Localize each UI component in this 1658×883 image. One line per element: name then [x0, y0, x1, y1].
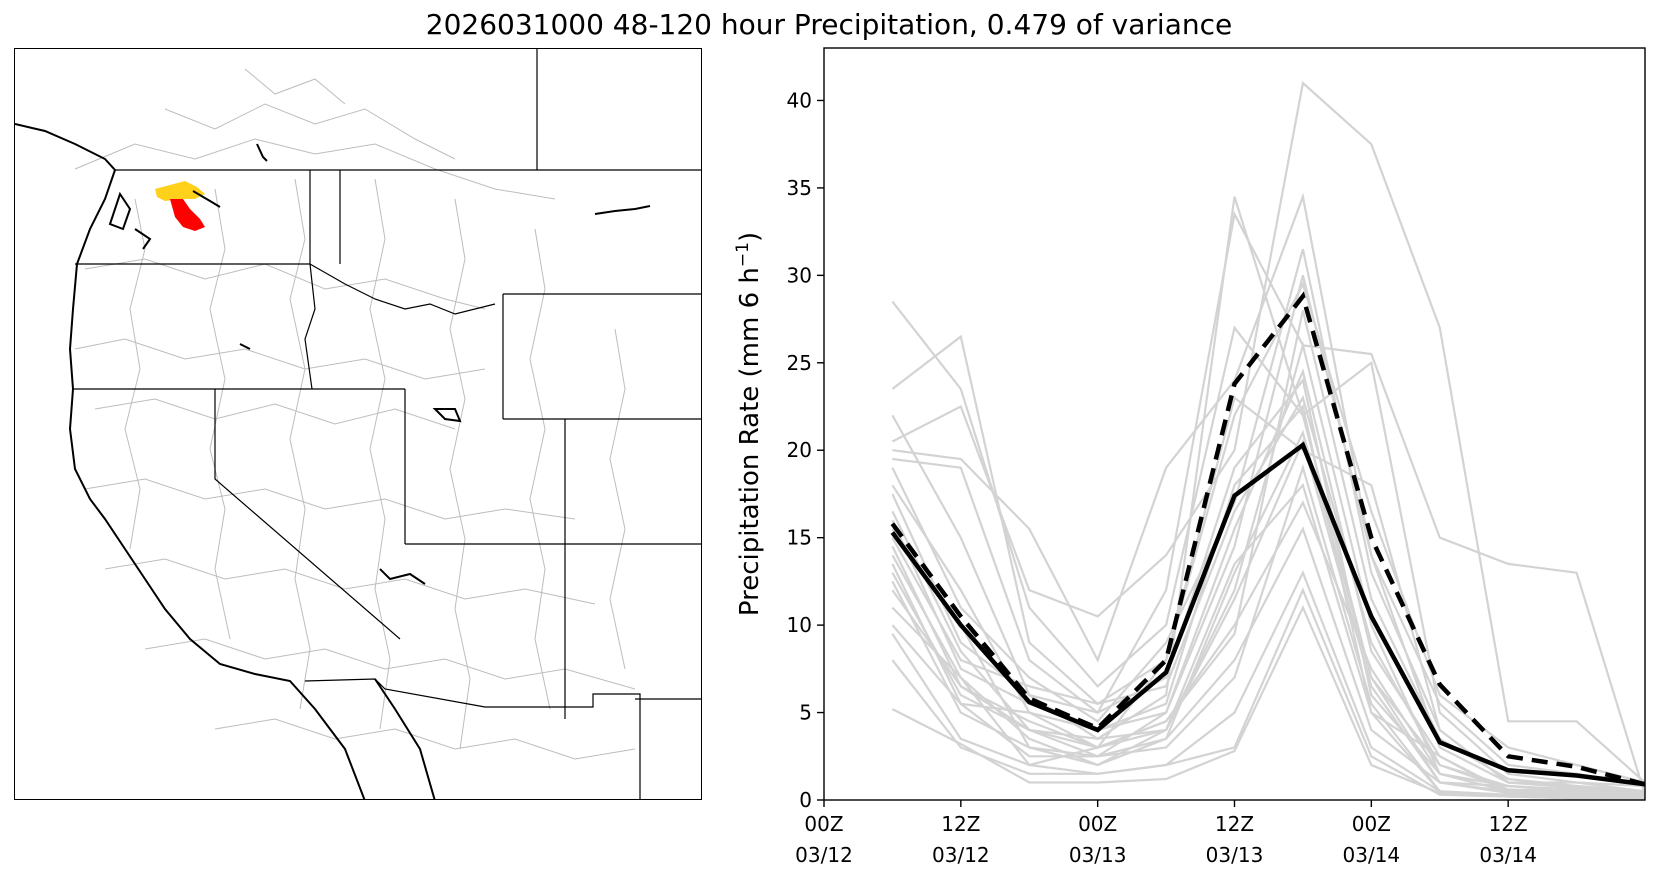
y-axis: 0 5 10 15 20 25 30 35 40: [787, 88, 824, 812]
y-tick-label: 25: [787, 351, 812, 375]
basin-boundaries: [74, 68, 636, 760]
x-tick-label-time: 00Z: [804, 812, 843, 836]
coastline: [15, 123, 651, 799]
y-tick-label: 20: [787, 438, 812, 462]
mean-series-line: [890, 441, 1645, 787]
x-tick-label-time: 12Z: [941, 812, 980, 836]
x-tick-label-date: 03/12: [795, 843, 853, 867]
ensemble-member-line: [891, 300, 1645, 788]
x-tick-label-time: 12Z: [1215, 812, 1254, 836]
ensemble-member-line: [891, 500, 1645, 798]
basin-map: [14, 48, 702, 800]
y-tick-label: 0: [799, 788, 812, 812]
y-tick-label: 15: [787, 526, 812, 550]
y-tick-label: 10: [787, 613, 812, 637]
ensemble-member-line: [891, 438, 1645, 796]
ensemble-member-line: [891, 526, 1645, 800]
x-axis: 00Z 03/12 12Z 03/12 00Z 03/13 12Z 03/13 00Z 03/14…: [795, 800, 1537, 867]
ensemble-member-line: [891, 429, 1645, 798]
highlight-basin-yellow: [155, 181, 205, 201]
dashed-series-line: [890, 291, 1645, 787]
x-tick-label-date: 03/12: [932, 843, 990, 867]
y-tick-label: 35: [787, 176, 812, 200]
ensemble-member-line: [892, 192, 1645, 788]
ensemble-member-line: [891, 310, 1645, 793]
x-tick-label-time: 00Z: [1352, 812, 1391, 836]
y-tick-label: 5: [799, 701, 812, 725]
ensemble-member-line: [891, 569, 1645, 800]
x-tick-label-time: 00Z: [1078, 812, 1117, 836]
x-tick-label-date: 03/14: [1479, 843, 1537, 867]
highlight-basin-red: [170, 199, 205, 231]
ensemble-member-line: [891, 275, 1645, 793]
highlight-outline: [192, 190, 221, 208]
figure-title: 2026031000 48-120 hour Precipitation, 0.…: [425, 8, 1233, 41]
ensemble-member-line: [891, 604, 1645, 800]
ensemble-members: [891, 80, 1645, 800]
series-lines: [890, 291, 1645, 787]
x-tick-label-time: 12Z: [1489, 812, 1528, 836]
ensemble-member-line: [891, 463, 1645, 798]
x-tick-label-date: 03/13: [1206, 843, 1264, 867]
y-tick-label: 30: [787, 263, 812, 287]
y-axis-label: Precipitation Rate (mm 6 h−1): [733, 232, 765, 616]
x-tick-label-date: 03/14: [1343, 843, 1401, 867]
state-borders: [73, 49, 701, 799]
y-tick-label: 40: [787, 88, 812, 112]
ensemble-member-line: [891, 80, 1645, 784]
x-tick-label-date: 03/13: [1069, 843, 1127, 867]
ensemble-member-line: [892, 210, 1645, 796]
map-svg: [15, 49, 701, 799]
